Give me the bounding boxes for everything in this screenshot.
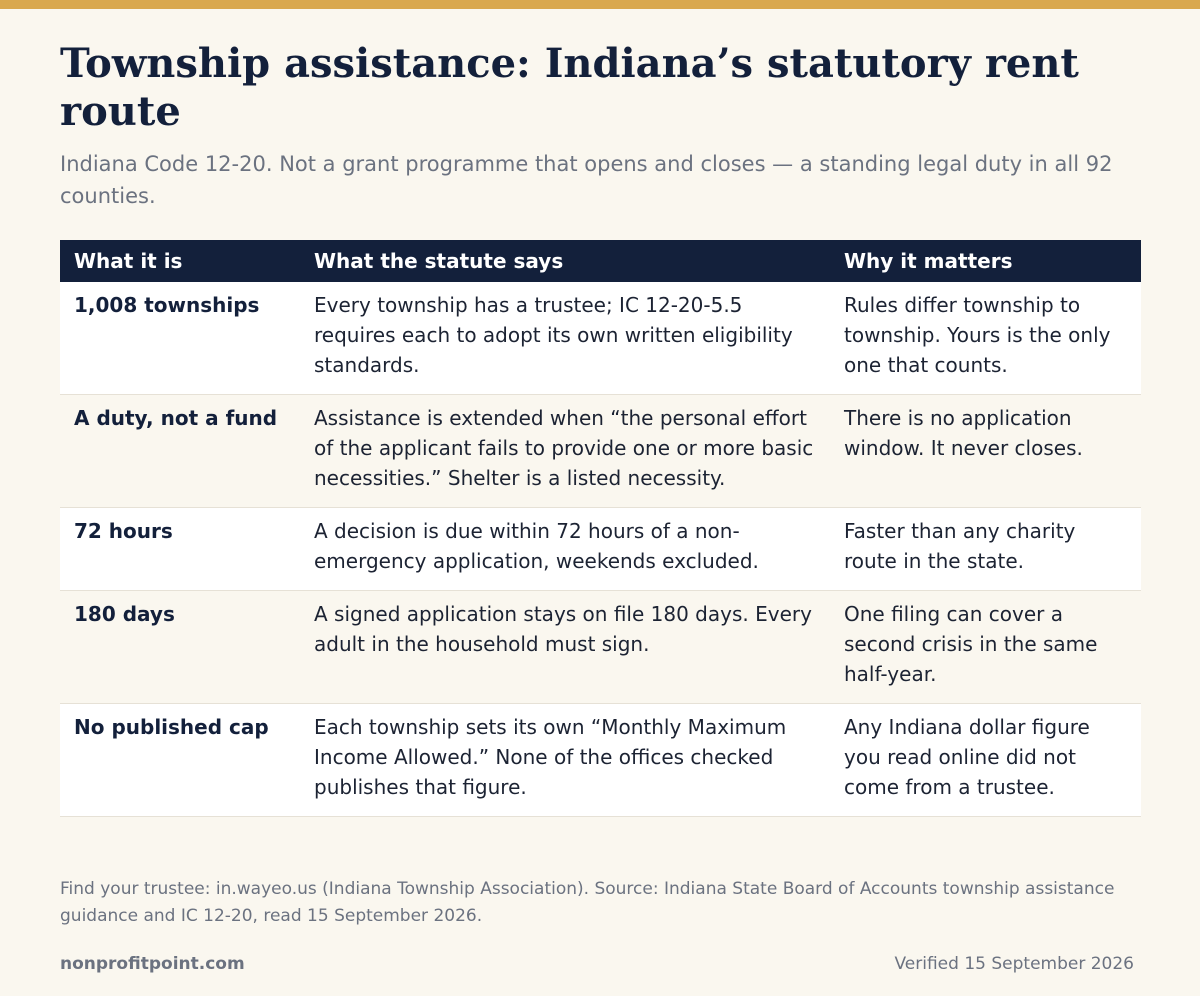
verified-date: Verified 15 September 2026 xyxy=(894,954,1134,974)
cell-what: 180 days xyxy=(60,590,300,704)
table-row: 1,008 townships Every township has a tru… xyxy=(60,282,1141,395)
table-row: No published cap Each township sets its … xyxy=(60,703,1141,817)
source-footnote: Find your trustee: in.wayeo.us (Indiana … xyxy=(60,879,1115,926)
cell-statute: A signed application stays on file 180 d… xyxy=(300,590,830,704)
cell-statute: Each township sets its own “Monthly Maxi… xyxy=(300,703,830,817)
cell-what: No published cap xyxy=(60,703,300,817)
column-header-what: What it is xyxy=(60,240,300,282)
cell-what: 1,008 townships xyxy=(60,282,300,395)
cell-what: A duty, not a fund xyxy=(60,394,300,508)
column-header-why: Why it matters xyxy=(830,240,1141,282)
accent-top-bar xyxy=(0,0,1200,9)
site-brand: nonprofitpoint.com xyxy=(60,954,245,974)
cell-statute: Every township has a trustee; IC 12-20-5… xyxy=(300,282,830,395)
table-header-row: What it is What the statute says Why it … xyxy=(60,240,1141,282)
column-header-statute: What the statute says xyxy=(300,240,830,282)
page-subtitle: Indiana Code 12-20. Not a grant programm… xyxy=(60,152,1113,208)
table-row: 72 hours A decision is due within 72 hou… xyxy=(60,507,1141,591)
cell-why: Rules differ township to township. Yours… xyxy=(830,282,1141,395)
cell-why: There is no application window. It never… xyxy=(830,394,1141,508)
table-row: 180 days A signed application stays on f… xyxy=(60,590,1141,704)
table-row: A duty, not a fund Assistance is extende… xyxy=(60,394,1141,508)
page-title: Township assistance: Indiana’s statutory… xyxy=(60,40,1079,135)
cell-why: One filing can cover a second crisis in … xyxy=(830,590,1141,704)
cell-why: Faster than any charity route in the sta… xyxy=(830,507,1141,591)
cell-what: 72 hours xyxy=(60,507,300,591)
cell-statute: A decision is due within 72 hours of a n… xyxy=(300,507,830,591)
cell-why: Any Indiana dollar figure you read onlin… xyxy=(830,703,1141,817)
info-table: What it is What the statute says Why it … xyxy=(60,240,1141,817)
cell-statute: Assistance is extended when “the persona… xyxy=(300,394,830,508)
